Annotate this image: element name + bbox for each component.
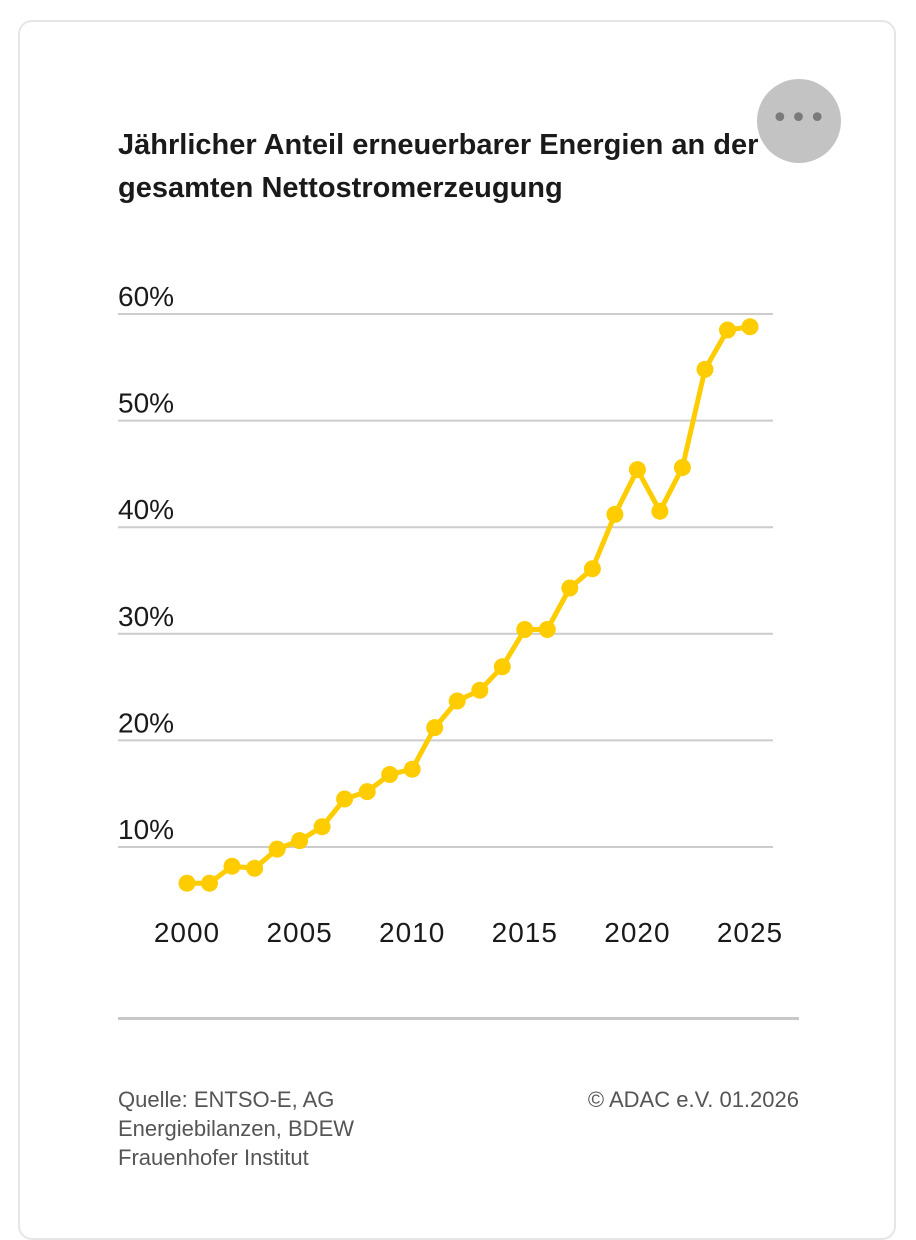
y-tick-label: 40% <box>118 494 174 525</box>
data-point-2007 <box>336 790 354 808</box>
series-line <box>184 324 753 886</box>
data-point-2016 <box>538 621 556 638</box>
y-tick-label: 10% <box>118 814 174 845</box>
data-point-2018 <box>583 560 601 578</box>
data-point-2015 <box>516 621 534 638</box>
y-tick-label: 60% <box>118 281 174 312</box>
y-tick-label: 30% <box>118 601 174 632</box>
x-axis-ticks: 2000 2005 2010 2015 2020 2025 <box>154 917 783 948</box>
data-point-2013 <box>471 681 489 699</box>
data-point-2001 <box>201 874 218 892</box>
line-chart: 10%20%30%40%50%60% 2000 2005 2010 2015 2020 2… <box>118 281 783 948</box>
data-point-2003 <box>246 859 264 877</box>
x-tick-label: 2020 <box>604 917 670 948</box>
source-note: Quelle: ENTSO-E, AG Energiebilanzen, BDE… <box>118 1087 355 1170</box>
y-tick-label: 20% <box>118 707 174 738</box>
x-tick-label: 2005 <box>266 917 332 948</box>
data-point-2021 <box>651 502 669 520</box>
more-options-button[interactable]: ••• <box>757 79 841 163</box>
more-horizontal-icon: ••• <box>770 100 828 136</box>
data-point-2022 <box>673 459 691 476</box>
data-point-2019 <box>606 505 624 523</box>
chart-title: Jährlicher Anteil erneuerbarer Energien … <box>118 129 759 204</box>
data-point-2009 <box>381 766 399 783</box>
data-point-2010 <box>403 760 421 778</box>
gridlines <box>118 313 773 848</box>
data-point-2000 <box>178 874 196 892</box>
data-point-2008 <box>358 783 376 801</box>
data-point-2020 <box>628 461 646 479</box>
data-point-2004 <box>268 840 286 858</box>
data-point-2005 <box>291 832 309 850</box>
data-point-2024 <box>719 321 736 339</box>
y-axis-ticks: 10% 20% 30% 40% 50% 60% <box>118 281 174 845</box>
chart-card <box>18 20 896 1240</box>
data-point-2025 <box>741 318 759 336</box>
copyright-note: © ADAC e.V. 01.2026 <box>587 1087 799 1112</box>
data-point-2006 <box>313 818 331 836</box>
data-point-2014 <box>493 658 511 676</box>
data-point-2017 <box>561 579 579 597</box>
x-tick-label: 2015 <box>492 917 558 948</box>
data-point-2002 <box>223 857 241 875</box>
y-tick-label: 50% <box>118 388 174 419</box>
footer-divider <box>118 1017 799 1020</box>
data-point-2023 <box>696 360 714 378</box>
data-point-2012 <box>448 692 466 710</box>
data-series <box>178 318 759 892</box>
data-point-2011 <box>426 719 444 737</box>
x-tick-label: 2010 <box>379 917 445 948</box>
x-tick-label: 2000 <box>154 917 220 948</box>
x-tick-label: 2025 <box>717 917 783 948</box>
